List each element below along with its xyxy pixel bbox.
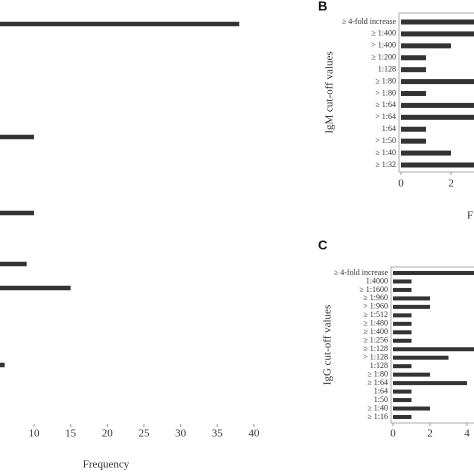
plot-frame (398, 12, 474, 173)
x-tick-label: 0 (390, 428, 396, 440)
y-tick-label: ≥ 4-fold increase (342, 17, 397, 26)
bar (393, 338, 412, 343)
bar (393, 364, 412, 369)
bar (0, 261, 27, 267)
y-axis-title: IgG cut-off values (322, 305, 334, 385)
bar (393, 347, 474, 352)
y-tick-label: 1:50 (374, 395, 388, 404)
bar (401, 79, 474, 85)
y-tick-label: ≥ 1:32 (375, 160, 396, 169)
x-tick-label: 20 (102, 428, 114, 440)
y-tick-label: ≥ 1:80 (375, 76, 396, 85)
plot-frame (390, 266, 474, 424)
y-tick-label: ≥ 1:400 (363, 327, 388, 336)
bar (401, 138, 426, 144)
bar (0, 21, 240, 27)
bar (393, 287, 412, 292)
bar (401, 55, 426, 61)
y-tick-label: > 1:960 (363, 302, 388, 311)
y-tick-label: > 1:400 (371, 41, 396, 50)
bar (401, 67, 426, 73)
y-tick-label: > 1:128 (363, 353, 388, 362)
y-tick-label: 1:128 (378, 64, 396, 73)
bar (393, 304, 430, 309)
panel-label: C (318, 237, 328, 252)
y-tick-label: ≥ 1:40 (375, 148, 396, 157)
bar (401, 102, 474, 108)
y-tick-label: > 1:50 (375, 136, 396, 145)
x-tick-label: 40 (248, 428, 260, 440)
x-tick-label: 15 (65, 428, 77, 440)
bar (393, 313, 412, 318)
y-tick-label: ≥ 1:200 (371, 53, 396, 62)
bar (393, 415, 412, 419)
y-axis-title: IgM cut-off values (324, 51, 336, 133)
bar (393, 406, 430, 411)
bar (401, 43, 451, 49)
x-tick-label: 4 (464, 428, 470, 440)
bar (393, 389, 412, 394)
y-tick-label: ≥ 1:512 (363, 310, 388, 319)
y-tick-label: ≥ 1:1600 (359, 285, 388, 294)
x-tick-label: 30 (175, 428, 187, 440)
y-tick-label: ≥ 1:40 (367, 403, 388, 412)
y-tick-label: ≥ 4-fold increase (334, 268, 389, 277)
bar (393, 398, 412, 403)
x-tick-label: 25 (138, 428, 150, 440)
x-axis-title: Frequency (83, 459, 130, 471)
x-tick-label: 0 (398, 178, 404, 190)
bar (393, 321, 412, 326)
bar (401, 162, 474, 168)
y-tick-label: ≥ 1:64 (367, 378, 388, 387)
y-tick-label: ≥ 1:16 (367, 412, 388, 421)
y-tick-label: ≥ 1:64 (375, 100, 396, 109)
y-tick-label: ≥ 1:400 (371, 29, 396, 38)
y-tick-label: 1:128 (370, 361, 388, 370)
x-tick-label: 10 (29, 428, 41, 440)
y-tick-label: 1:64 (374, 386, 388, 395)
x-tick-label: 35 (212, 428, 224, 440)
y-tick-label: ≥ 1:128 (363, 344, 388, 353)
bar (393, 279, 412, 284)
bar (401, 19, 474, 25)
y-tick-label: 1:64 (382, 124, 396, 133)
y-tick-label: ≥ 1:256 (363, 336, 388, 345)
x-tick-label: 2 (427, 428, 433, 440)
bar (393, 372, 430, 377)
x-tick-label: 2 (448, 178, 454, 190)
bar (393, 381, 467, 386)
bar (401, 31, 474, 37)
y-tick-label: ≥ 1:480 (363, 319, 388, 328)
y-tick-label: > 1:80 (375, 88, 396, 97)
bar (0, 285, 71, 291)
bar (0, 210, 35, 216)
y-tick-label: > 1:64 (375, 112, 396, 121)
bar (0, 134, 35, 140)
x-axis-title: F (467, 210, 473, 222)
bar (401, 150, 451, 156)
panel-label: B (318, 0, 327, 13)
bar (401, 126, 426, 132)
bar (393, 271, 474, 275)
bar (0, 362, 5, 368)
y-tick-label: ≥ 1:80 (367, 369, 388, 378)
bar (401, 91, 426, 96)
bar (393, 355, 449, 360)
bar (393, 330, 412, 335)
y-tick-label: ≥ 1:960 (363, 293, 388, 302)
bar (401, 114, 474, 120)
bar (393, 296, 430, 301)
y-tick-label: 1:4000 (366, 276, 388, 285)
